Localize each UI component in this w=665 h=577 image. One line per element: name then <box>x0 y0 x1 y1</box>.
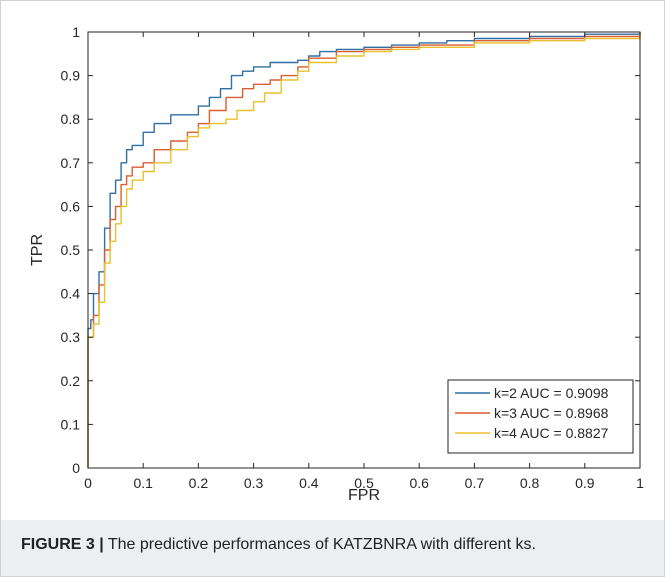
x-tick-label: 0.5 <box>354 475 374 491</box>
y-axis-label: TPR <box>29 234 46 266</box>
x-tick-label: 0.3 <box>244 475 264 491</box>
y-tick-label: 0.5 <box>61 242 81 258</box>
y-tick-label: 0.9 <box>61 68 81 84</box>
x-tick-label: 0.6 <box>409 475 429 491</box>
x-tick-label: 0.4 <box>299 475 319 491</box>
x-tick-label: 0 <box>84 475 92 491</box>
roc-curve-k4 <box>87 36 641 468</box>
caption-band <box>1 520 664 576</box>
y-tick-label: 1 <box>72 24 80 40</box>
x-tick-label: 0.7 <box>465 475 485 491</box>
y-tick-label: 0 <box>72 460 80 476</box>
figure-caption: FIGURE 3 | The predictive performances o… <box>21 536 651 554</box>
legend-label: k=2 AUC = 0.9098 <box>494 385 609 401</box>
legend-box <box>447 379 634 454</box>
x-axis-label: FPR <box>348 487 380 504</box>
y-tick-label: 0.7 <box>61 155 81 171</box>
roc-curve-k2 <box>87 32 641 468</box>
x-tick-label: 0.8 <box>520 475 540 491</box>
y-tick-label: 0.8 <box>61 111 81 127</box>
y-tick-label: 0.2 <box>61 373 81 389</box>
roc-curve-k3 <box>87 32 641 468</box>
roc-chart: 0 0.1 0.2 0.3 0.4 0.5 0.6 0.7 0.8 0.9 1 0 0.1 0.2 0.3 0… <box>29 24 645 504</box>
caption-label: FIGURE 3 | <box>21 536 104 553</box>
y-tick-label: 0.3 <box>61 329 81 345</box>
legend-label: k=4 AUC = 0.8827 <box>494 425 609 441</box>
series-layer <box>87 32 641 468</box>
y-tick-label: 0.4 <box>61 286 81 302</box>
x-tick-label: 0.1 <box>133 475 153 491</box>
x-tick-label: 1 <box>636 475 644 491</box>
legend-items: k=2 AUC = 0.9098 k=3 AUC = 0.8968 k=4 AUC … <box>455 385 609 441</box>
legend-label: k=3 AUC = 0.8968 <box>494 405 609 421</box>
ticks-layer: 0 0.1 0.2 0.3 0.4 0.5 0.6 0.7 0.8 0.9 1 0 0.1 0.2 0.3 0… <box>61 24 645 491</box>
y-tick-label: 0.6 <box>61 198 81 214</box>
y-tick-label: 0.1 <box>61 416 81 432</box>
caption-text: The predictive performances of KATZBNRA … <box>103 536 536 553</box>
x-tick-label: 0.2 <box>189 475 209 491</box>
legend: k=2 AUC = 0.9098 k=3 AUC = 0.8968 k=4 AUC … <box>447 379 634 454</box>
x-tick-label: 0.9 <box>575 475 595 491</box>
